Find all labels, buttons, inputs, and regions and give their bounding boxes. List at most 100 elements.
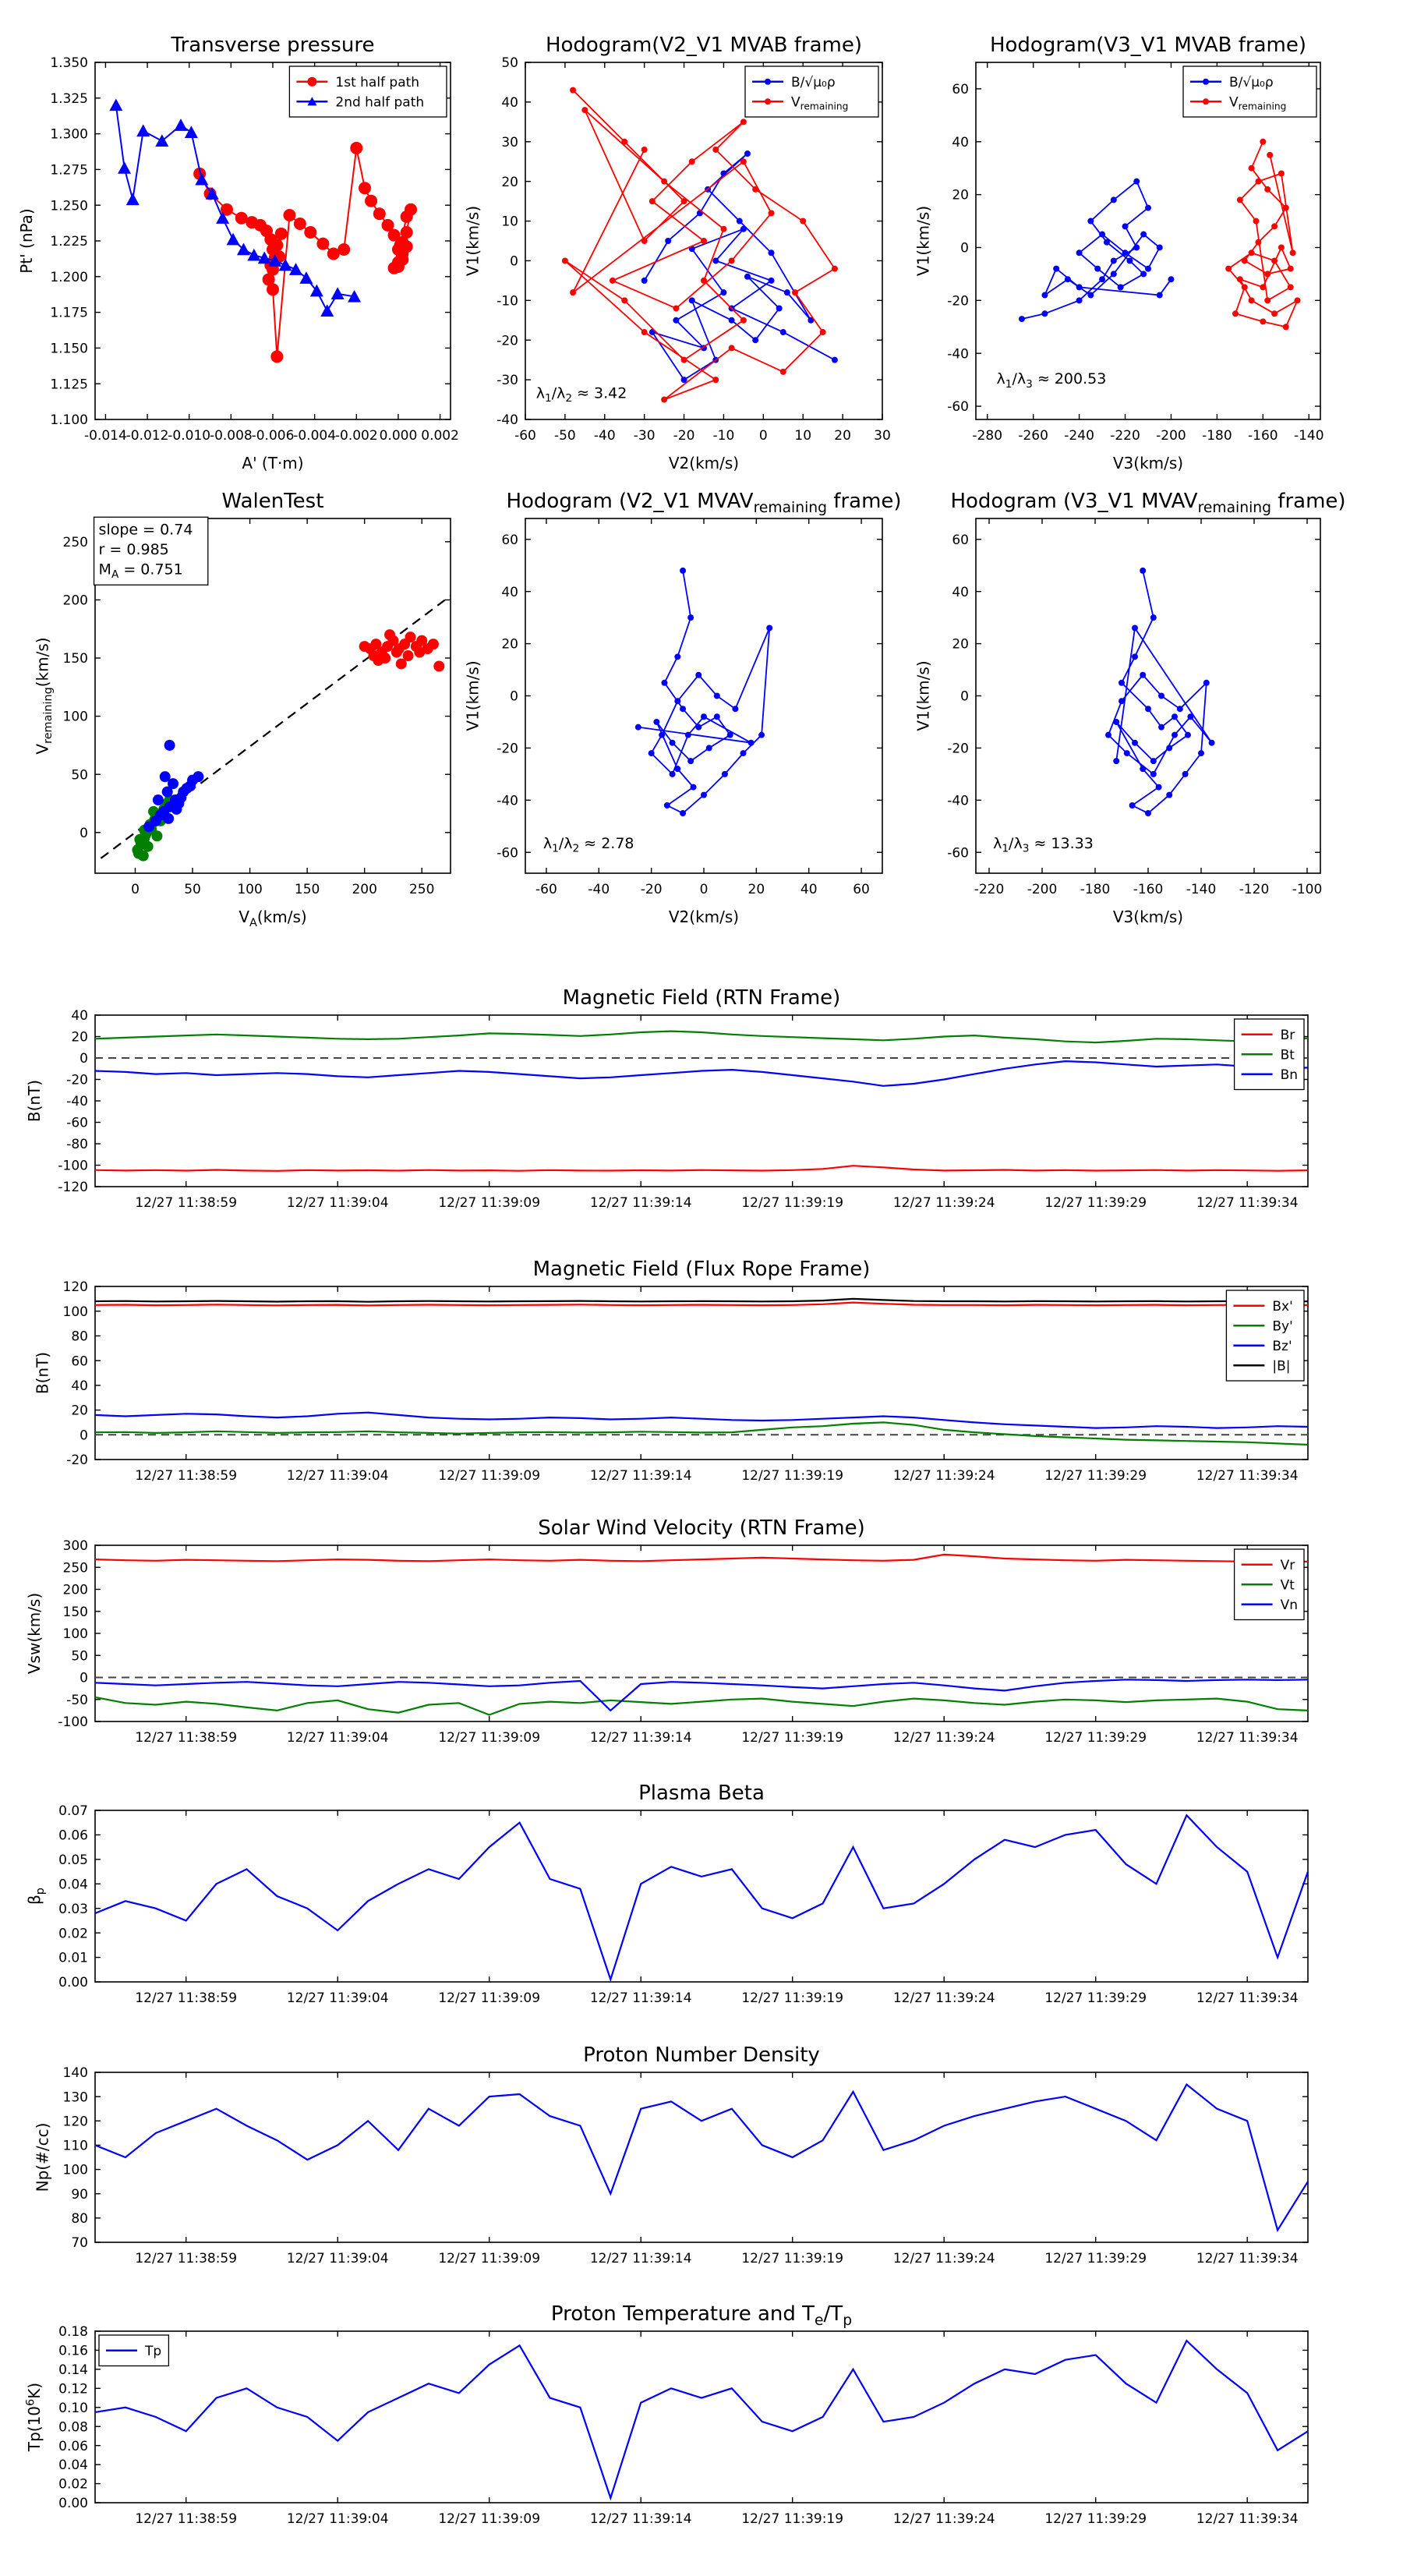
- series-line-V: [638, 570, 771, 815]
- marker-circle: [384, 629, 396, 641]
- marker-circle: [732, 706, 739, 713]
- marker-circle: [661, 178, 668, 185]
- y-tick-label: -20: [66, 1453, 88, 1468]
- y-tick-label: 60: [71, 1353, 88, 1369]
- panel-title: Transverse pressure: [171, 34, 375, 57]
- marker-triangle: [205, 187, 219, 200]
- y-tick-label: 50: [501, 55, 518, 71]
- marker-triangle: [268, 254, 282, 267]
- marker-circle: [1064, 276, 1071, 283]
- axes-frame: [975, 62, 1321, 420]
- y-axis-label: B(nT): [25, 1080, 44, 1122]
- marker-circle: [669, 739, 676, 746]
- y-tick-label: 100: [63, 1304, 88, 1320]
- marker-circle: [1158, 724, 1164, 731]
- series-markers-Vremaining: [1225, 138, 1301, 331]
- marker-circle: [1248, 165, 1255, 172]
- marker-circle: [1113, 758, 1120, 765]
- x-tick-label: 12/27 11:39:04: [287, 1468, 389, 1484]
- series-line-Bt: [94, 1030, 1309, 1044]
- y-tick-label: -60: [947, 399, 969, 415]
- marker-circle: [1176, 706, 1183, 713]
- marker-circle: [641, 329, 648, 336]
- marker-circle: [752, 337, 759, 344]
- marker-circle: [744, 273, 751, 280]
- x-tick-label: 12/27 11:39:24: [893, 1990, 995, 2006]
- panel-title: Magnetic Field (RTN Frame): [563, 986, 841, 1010]
- marker-circle: [783, 289, 790, 296]
- y-tick-label: 0.04: [58, 1877, 88, 1892]
- y-tick-label: 40: [71, 1008, 88, 1024]
- x-tick-label: 12/27 11:39:14: [590, 1730, 692, 1746]
- marker-circle: [262, 273, 275, 286]
- panel-hodogram-v3v1-mvab: -280 -260 -240 -220 -200 -180 -160 -140-60-40-2…: [914, 34, 1323, 472]
- y-tick-label: 0.14: [58, 2362, 88, 2378]
- x-tick-label: 12/27 11:39:14: [590, 1468, 692, 1484]
- x-tick-label: 12/27 11:39:09: [438, 2251, 540, 2266]
- y-axis-label: B(nT): [33, 1352, 51, 1394]
- series-line-Np: [94, 2082, 1309, 2233]
- y-tick-label: -120: [58, 1180, 88, 1195]
- x-tick-label: 50: [184, 882, 201, 897]
- marker-circle: [1260, 284, 1267, 291]
- y-tick-label: -20: [497, 333, 518, 349]
- y-tick-label: 50: [71, 767, 88, 783]
- series-line-Vr: [94, 1553, 1309, 1563]
- marker-circle: [728, 345, 735, 352]
- y-tick-label: -40: [947, 793, 969, 809]
- marker-circle: [819, 329, 826, 336]
- y-tick-label: 0: [960, 241, 969, 257]
- x-tick-label: -10: [713, 428, 735, 444]
- marker-circle: [1182, 770, 1189, 777]
- marker-circle: [674, 698, 681, 705]
- x-tick-label: 12/27 11:39:34: [1196, 1468, 1299, 1484]
- x-tick-label: 12/27 11:39:04: [287, 1195, 389, 1211]
- marker-circle: [1260, 138, 1267, 145]
- legend-label: Bz': [1272, 1339, 1292, 1354]
- y-tick-label: 0.00: [58, 1975, 88, 1990]
- x-tick-label: 12/27 11:39:24: [893, 2511, 995, 2527]
- y-tick-label: 0: [80, 1051, 88, 1067]
- y-tick-label: 1.275: [50, 163, 88, 179]
- marker-triangle: [118, 161, 132, 174]
- marker-circle: [1122, 223, 1129, 230]
- x-axis-label: V3(km/s): [1113, 908, 1183, 926]
- marker-circle: [1105, 731, 1111, 738]
- marker-circle: [680, 377, 687, 384]
- marker-circle: [1185, 731, 1191, 738]
- marker-circle: [1241, 257, 1248, 264]
- legend-label: |B|: [1272, 1358, 1290, 1374]
- marker-circle: [1236, 276, 1243, 283]
- x-tick-label: 12/27 11:39:34: [1196, 1730, 1299, 1746]
- x-tick-label: -60: [514, 428, 536, 444]
- marker-triangle: [216, 211, 230, 224]
- marker-circle: [1140, 766, 1147, 773]
- series-markers-V: [1105, 567, 1215, 817]
- marker-circle: [1278, 170, 1285, 177]
- panel-title: Proton Temperature and Te/Tp: [551, 2302, 852, 2329]
- marker-circle: [1287, 265, 1294, 272]
- y-tick-label: -60: [947, 845, 969, 861]
- marker-circle: [663, 802, 670, 809]
- marker-circle: [350, 141, 363, 154]
- x-tick-label: 12/27 11:38:59: [135, 2251, 237, 2266]
- marker-circle: [690, 784, 697, 791]
- y-tick-label: 1.150: [50, 341, 88, 357]
- marker-circle: [1208, 739, 1215, 746]
- x-tick-label: 30: [874, 428, 891, 444]
- y-tick-label: 20: [952, 637, 969, 653]
- x-tick-label: -100: [1292, 882, 1323, 897]
- x-tick-label: -280: [972, 428, 1002, 444]
- x-tick-label: -20: [641, 882, 663, 897]
- x-tick-label: 12/27 11:39:09: [438, 1730, 540, 1746]
- marker-circle: [1156, 292, 1163, 299]
- x-tick-label: -0.004: [293, 428, 336, 444]
- legend-sample-marker: [307, 97, 317, 106]
- marker-circle: [720, 289, 727, 296]
- x-axis-label: V2(km/s): [669, 908, 739, 926]
- marker-circle: [414, 646, 426, 658]
- x-tick-label: -160: [1133, 882, 1164, 897]
- series-markers-V: [634, 567, 773, 817]
- x-tick-label: -140: [1294, 428, 1324, 444]
- x-tick-label: 12/27 11:38:59: [135, 2511, 237, 2527]
